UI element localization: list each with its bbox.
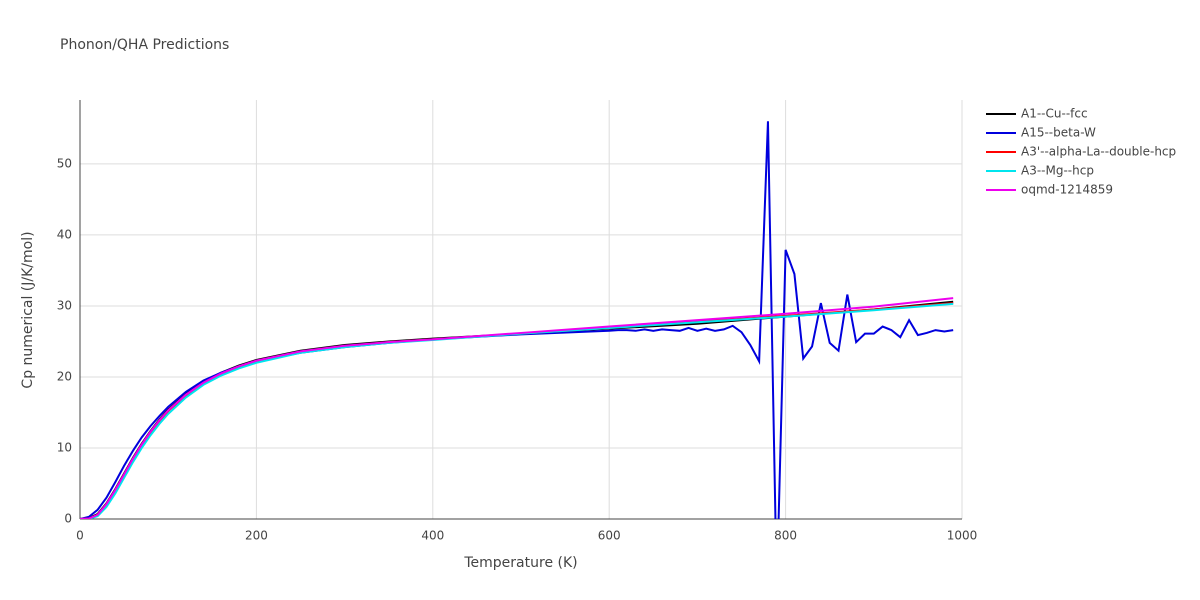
plot-area	[80, 121, 954, 519]
y-tick-label: 30	[57, 298, 72, 312]
x-tick-label: 200	[245, 529, 268, 543]
legend-label: A15--beta-W	[1021, 126, 1096, 140]
x-tick-label: 1000	[947, 529, 978, 543]
x-tick-label: 600	[598, 529, 621, 543]
legend-label: oqmd-1214859	[1021, 183, 1113, 197]
y-axis-label: Cp numerical (J/K/mol)	[20, 231, 36, 388]
legend-label: A3--Mg--hcp	[1021, 164, 1094, 178]
y-tick-label: 50	[57, 156, 72, 170]
x-axis-label: Temperature (K)	[463, 555, 577, 571]
y-tick-label: 40	[57, 227, 72, 241]
series-line	[80, 302, 954, 519]
chart-title: Phonon/QHA Predictions	[60, 37, 229, 53]
legend-label: A3'--alpha-La--double-hcp	[1021, 145, 1176, 159]
x-tick-label: 400	[421, 529, 444, 543]
series-line	[80, 121, 954, 519]
y-tick-label: 10	[57, 440, 72, 454]
y-tick-label: 0	[64, 512, 72, 526]
x-tick-label: 0	[76, 529, 84, 543]
x-tick-label: 800	[774, 529, 797, 543]
y-tick-label: 20	[57, 369, 72, 383]
legend-label: A1--Cu--fcc	[1021, 107, 1088, 121]
series-line	[80, 297, 954, 519]
